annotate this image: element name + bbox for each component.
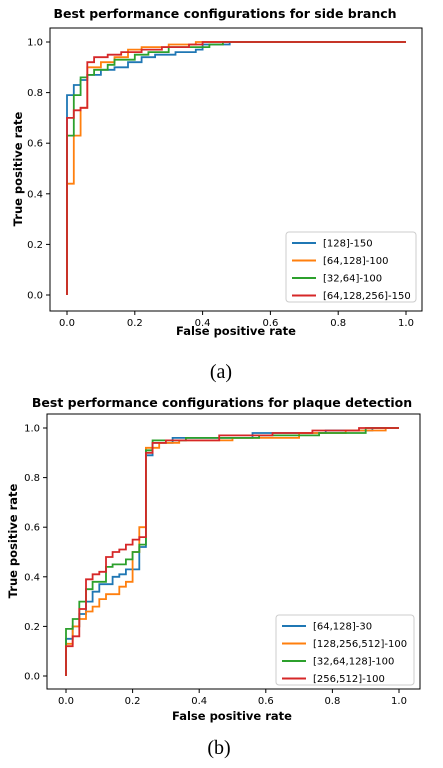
chart-caption: (a) <box>210 361 232 383</box>
series-lines <box>66 41 406 295</box>
x-tick-label: 0.4 <box>195 318 211 329</box>
y-axis-label: True positive rate <box>11 111 25 226</box>
y-tick-label: 0.8 <box>27 88 43 99</box>
y-tick-label: 0.8 <box>24 473 40 484</box>
legend: [128]-150 [64,128]-100 [32,64]-100 [64,128,… <box>285 231 417 303</box>
y-tick-label: 0.2 <box>27 240 43 251</box>
legend-label: [128,256,512]-100 <box>313 639 407 650</box>
series-line-3 <box>66 41 406 295</box>
legend-label: [128]-150 <box>323 239 373 250</box>
series-line-4 <box>66 41 406 295</box>
y-tick-label: 0.4 <box>24 572 40 583</box>
chart-title: Best performance configurations for plaq… <box>32 395 412 410</box>
x-tick-label: 1.0 <box>398 318 414 329</box>
legend-label: [256,512]-100 <box>313 674 385 685</box>
plot-frame <box>49 27 423 312</box>
x-tick-label: 0.0 <box>58 696 74 707</box>
y-tick-label: 0.2 <box>24 622 40 633</box>
x-axis-ticks: 0.0 0.2 0.4 0.6 0.8 1.0 <box>58 689 407 707</box>
x-tick-label: 0.2 <box>125 696 141 707</box>
chart-plaque-detection: Best performance configurations for plaq… <box>6 395 421 759</box>
y-tick-label: 0.6 <box>27 139 43 150</box>
chart-caption: (b) <box>207 737 230 759</box>
x-tick-label: 0.8 <box>330 318 346 329</box>
x-tick-label: 0.0 <box>59 318 75 329</box>
chart-title: Best performance configurations for side… <box>53 6 396 21</box>
x-tick-label: 0.4 <box>191 696 207 707</box>
series-line-2 <box>65 427 399 676</box>
y-axis-label: True positive rate <box>6 483 20 598</box>
legend-label: [64,128]-100 <box>323 256 389 267</box>
legend-label: [64,128,256]-150 <box>323 291 411 302</box>
y-tick-label: 0.0 <box>24 672 40 683</box>
x-tick-label: 1.0 <box>391 696 407 707</box>
x-tick-label: 0.2 <box>127 318 143 329</box>
y-tick-label: 1.0 <box>27 38 43 49</box>
x-axis-label: False positive rate <box>172 709 292 723</box>
series-line-4 <box>65 427 399 676</box>
x-tick-label: 0.6 <box>262 318 278 329</box>
y-tick-label: 0.0 <box>27 291 43 302</box>
y-axis-ticks: 0.0 0.2 0.4 0.6 0.8 1.0 <box>27 38 50 302</box>
x-axis-label: False positive rate <box>176 324 296 338</box>
chart-side-branch: Best performance configurations for side… <box>11 6 423 383</box>
legend-label: [32,64,128]-100 <box>313 657 394 668</box>
x-axis-ticks: 0.0 0.2 0.4 0.6 0.8 1.0 <box>59 311 414 329</box>
x-tick-label: 0.8 <box>324 696 340 707</box>
legend: [64,128]-30 [128,256,512]-100 [32,64,128]-… <box>275 614 415 686</box>
legend-box <box>285 231 417 303</box>
series-lines <box>65 427 399 676</box>
y-tick-label: 1.0 <box>24 424 40 435</box>
y-tick-label: 0.4 <box>27 189 43 200</box>
y-axis-ticks: 0.0 0.2 0.4 0.6 0.8 1.0 <box>24 424 47 683</box>
legend-label: [32,64]-100 <box>323 274 382 285</box>
x-tick-label: 0.6 <box>258 696 274 707</box>
legend-box <box>275 614 415 686</box>
plot-frame <box>46 413 421 690</box>
legend-label: [64,128]-30 <box>313 622 372 633</box>
y-tick-label: 0.6 <box>24 523 40 534</box>
